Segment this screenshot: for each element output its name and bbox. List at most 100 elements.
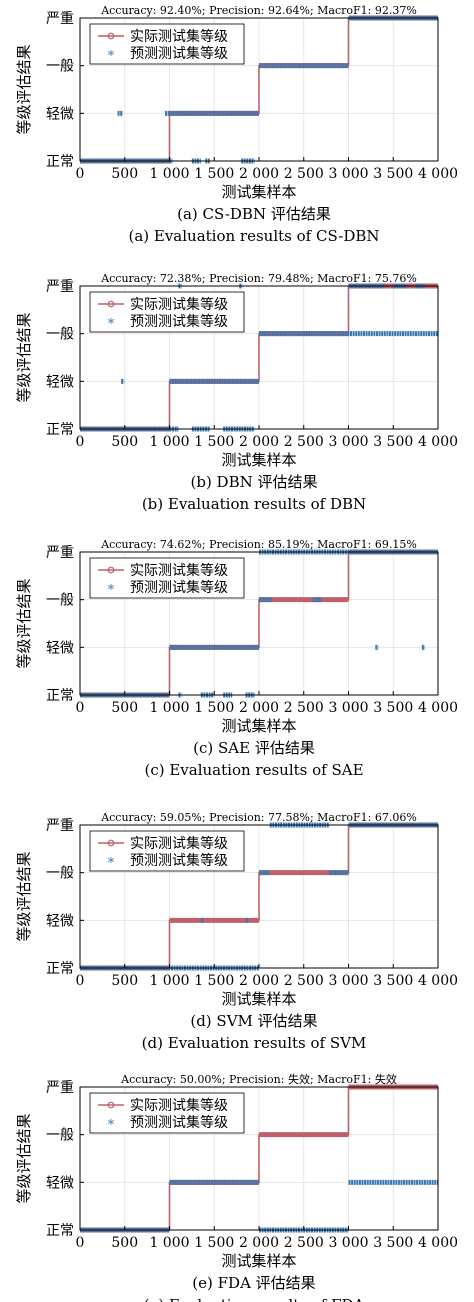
- y-tick-label: 严重: [46, 279, 74, 295]
- x-tick-label: 2 000: [239, 700, 279, 716]
- x-tick-label: 2 500: [284, 700, 324, 716]
- x-tick-label: 3 000: [328, 166, 368, 182]
- legend-marker-actual: [107, 566, 115, 574]
- caption-english: (a) Evaluation results of CS-DBN: [128, 227, 379, 245]
- chart-title: Accuracy: 72.38%; Precision: 79.48%; Mac…: [100, 272, 417, 285]
- caption-english: (c) Evaluation results of SAE: [144, 761, 363, 779]
- y-axis-label: 等级评估结果: [15, 851, 33, 941]
- legend-marker-actual: [107, 839, 115, 847]
- x-axis-label: 测试集样本: [221, 183, 296, 201]
- chart-panel-b: 0 500 1 000 1 500 2 000 2 500 3 000 3 500 4 000 正…: [15, 272, 458, 513]
- legend-marker-actual: [107, 300, 115, 308]
- legend-label-actual: 实际测试集等级: [130, 28, 228, 45]
- legend-label-predicted: 预测测试集等级: [130, 579, 228, 596]
- x-tick-label: 500: [111, 434, 138, 450]
- series-actual-line: [80, 1086, 438, 1231]
- x-tick-label: 2 000: [239, 166, 279, 182]
- x-tick-label: 4 000: [418, 434, 458, 450]
- caption-chinese: (c) SAE 评估结果: [193, 739, 315, 757]
- chart-title: Accuracy: 74.62%; Precision: 85.19%; Mac…: [100, 538, 417, 551]
- y-tick-label: 正常: [46, 154, 74, 170]
- legend-marker-actual: [107, 1101, 115, 1109]
- y-axis-label: 等级评估结果: [15, 312, 33, 402]
- x-tick-label: 1 000: [149, 973, 189, 989]
- caption-chinese: (b) DBN 评估结果: [190, 473, 317, 491]
- x-tick-label: 2 500: [284, 973, 324, 989]
- y-tick-label: 严重: [46, 11, 74, 27]
- legend-box: [89, 557, 245, 599]
- y-tick-label: 轻微: [46, 640, 74, 656]
- legend-marker-predicted: *: [108, 856, 115, 871]
- x-tick-label: 1 500: [194, 166, 234, 182]
- legend-label-predicted: 预测测试集等级: [130, 1114, 228, 1131]
- x-axis-label: 测试集样本: [221, 717, 296, 735]
- y-axis-label: 等级评估结果: [15, 578, 33, 668]
- legend-marker-predicted: *: [108, 1118, 115, 1133]
- x-tick-label: 500: [111, 973, 138, 989]
- legend-marker-predicted: *: [108, 317, 115, 332]
- x-tick-label: 1 000: [149, 166, 189, 182]
- x-tick-label: 2 000: [239, 1235, 279, 1251]
- y-tick-label: 严重: [46, 545, 74, 561]
- x-tick-label: 3 500: [373, 1235, 413, 1251]
- series-actual-line: [80, 17, 438, 162]
- x-axis-label: 测试集样本: [221, 990, 296, 1008]
- x-tick-label: 3 500: [373, 973, 413, 989]
- x-tick-label: 3 500: [373, 166, 413, 182]
- legend-label-actual: 实际测试集等级: [130, 835, 228, 852]
- series-actual-line: [80, 285, 438, 430]
- caption-chinese: (d) SVM 评估结果: [190, 1012, 317, 1030]
- legend-box: [89, 1092, 245, 1134]
- y-tick-label: 一般: [46, 866, 74, 882]
- chart-title: Accuracy: 50.00%; Precision: 失效; MacroF1…: [120, 1072, 397, 1086]
- x-axis-label: 测试集样本: [221, 451, 296, 469]
- legend-box: [89, 291, 245, 333]
- legend-label-actual: 实际测试集等级: [130, 296, 228, 313]
- y-axis-label: 等级评估结果: [15, 44, 33, 134]
- x-tick-label: 1 500: [194, 700, 234, 716]
- x-tick-label: 3 000: [328, 973, 368, 989]
- x-tick-label: 2 000: [239, 973, 279, 989]
- legend-box: [89, 830, 245, 872]
- x-tick-label: 500: [111, 700, 138, 716]
- legend-label-predicted: 预测测试集等级: [130, 313, 228, 330]
- chart-panel-d: 0 500 1 000 1 500 2 000 2 500 3 000 3 500 4 000 正…: [15, 811, 458, 1052]
- x-tick-label: 1 000: [149, 700, 189, 716]
- x-tick-label: 0: [76, 166, 85, 182]
- y-tick-label: 轻微: [46, 913, 74, 929]
- legend-label-predicted: 预测测试集等级: [130, 45, 228, 62]
- chart-panel-e: 0 500 1 000 1 500 2 000 2 500 3 000 3 500 4 000 正…: [15, 1072, 458, 1302]
- y-tick-label: 一般: [46, 1128, 74, 1144]
- chart-title: Accuracy: 59.05%; Precision: 77.58%; Mac…: [100, 811, 417, 824]
- x-tick-label: 1 000: [149, 434, 189, 450]
- legend-box: [89, 23, 245, 65]
- y-tick-label: 一般: [46, 593, 74, 609]
- y-tick-label: 轻微: [46, 1175, 74, 1191]
- caption-chinese: (a) CS-DBN 评估结果: [177, 205, 331, 223]
- y-tick-label: 正常: [46, 961, 74, 977]
- legend-label-actual: 实际测试集等级: [130, 1097, 228, 1114]
- y-tick-label: 轻微: [46, 106, 74, 122]
- x-tick-label: 0: [76, 973, 85, 989]
- x-tick-label: 3 000: [328, 1235, 368, 1251]
- y-tick-label: 严重: [46, 818, 74, 834]
- x-tick-label: 1 500: [194, 973, 234, 989]
- x-tick-label: 1 000: [149, 1235, 189, 1251]
- chart-panel-a: 0 500 1 000 1 500 2 000 2 500 3 000 3 500 4 000 正…: [15, 4, 458, 245]
- chart-title: Accuracy: 92.40%; Precision: 92.64%; Mac…: [100, 4, 417, 17]
- x-tick-label: 0: [76, 700, 85, 716]
- x-tick-label: 2 000: [239, 434, 279, 450]
- x-axis-label: 测试集样本: [221, 1252, 296, 1270]
- caption-chinese: (e) FDA 评估结果: [192, 1274, 315, 1292]
- y-tick-label: 一般: [46, 59, 74, 75]
- chart-panel-c: 0 500 1 000 1 500 2 000 2 500 3 000 3 500 4 000 正…: [15, 538, 458, 779]
- x-tick-label: 0: [76, 1235, 85, 1251]
- x-tick-label: 2 500: [284, 1235, 324, 1251]
- series-actual-line: [80, 824, 438, 969]
- x-tick-label: 1 500: [194, 1235, 234, 1251]
- caption-english: (b) Evaluation results of DBN: [142, 495, 366, 513]
- legend-label-predicted: 预测测试集等级: [130, 852, 228, 869]
- y-tick-label: 正常: [46, 1223, 74, 1239]
- y-tick-label: 一般: [46, 327, 74, 343]
